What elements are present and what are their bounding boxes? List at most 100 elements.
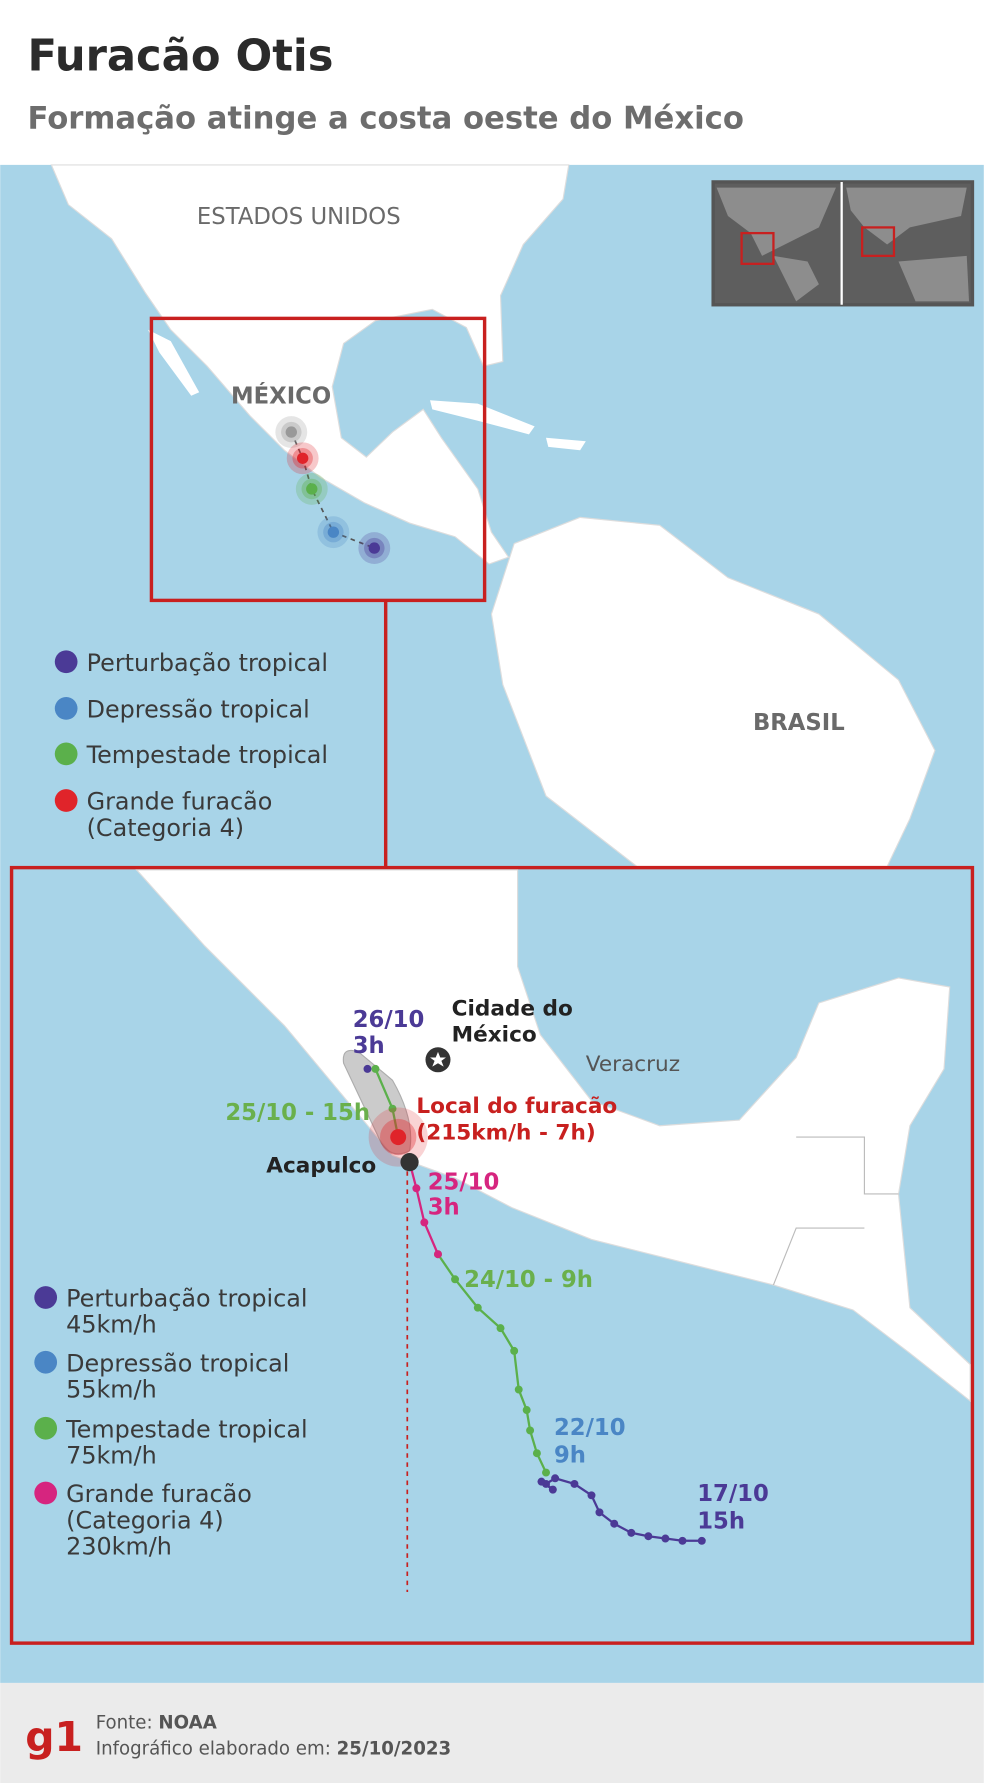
legend-dot bbox=[54, 650, 78, 674]
date: Infográfico elaborado em: 25/10/2023 bbox=[96, 1739, 451, 1760]
track-point bbox=[644, 1532, 653, 1541]
track-label: 26/10 bbox=[353, 1007, 425, 1033]
track-point bbox=[661, 1534, 670, 1543]
track-label: 24/10 - 9h bbox=[464, 1267, 593, 1293]
legend-dot bbox=[54, 789, 78, 812]
legend-dot bbox=[54, 697, 78, 720]
track-point bbox=[296, 452, 309, 464]
track-point bbox=[542, 1468, 550, 1477]
inset-land bbox=[846, 187, 967, 245]
track-point bbox=[420, 1218, 429, 1227]
legend-dot bbox=[34, 1416, 58, 1440]
track-point bbox=[434, 1250, 442, 1259]
legend-label: Tempestade tropical bbox=[86, 741, 328, 769]
track-label: 3h bbox=[353, 1033, 385, 1059]
track-point bbox=[510, 1346, 519, 1355]
track-point bbox=[522, 1406, 531, 1415]
legend-dot bbox=[34, 1286, 58, 1309]
capital-star bbox=[430, 1051, 446, 1067]
place-label: Cidade do bbox=[452, 996, 573, 1021]
texts: Furacão Otis Formação atinge a costa oes… bbox=[25, 32, 845, 1762]
inset-land bbox=[898, 255, 970, 302]
track-line bbox=[437, 1253, 548, 1474]
track-label: 25/10 - 15h bbox=[225, 1100, 370, 1126]
track-point bbox=[595, 1508, 604, 1517]
legend-label: 75km/h bbox=[66, 1441, 157, 1469]
cone bbox=[342, 1049, 412, 1155]
track-point bbox=[473, 1303, 482, 1312]
track-point bbox=[548, 1485, 557, 1494]
map-shapes bbox=[0, 164, 984, 1783]
title: Furacão Otis bbox=[27, 32, 333, 82]
track-point bbox=[514, 1385, 523, 1394]
land bbox=[546, 437, 586, 451]
inset-frame bbox=[860, 226, 896, 257]
legend-label: (Categoria 4) bbox=[87, 814, 245, 842]
land bbox=[148, 329, 200, 396]
land bbox=[135, 869, 971, 1403]
source: Fonte: NOAA bbox=[96, 1712, 217, 1733]
city-marker bbox=[400, 1153, 419, 1172]
track-point bbox=[627, 1528, 636, 1537]
land bbox=[50, 164, 570, 565]
track-point bbox=[451, 1275, 460, 1284]
hurricane-point bbox=[390, 1129, 407, 1146]
inset-land bbox=[773, 255, 819, 302]
legend-label: (Categoria 4) bbox=[66, 1506, 224, 1534]
legend-dot bbox=[34, 1350, 58, 1374]
logo: g1 bbox=[25, 1713, 83, 1761]
track-point bbox=[610, 1519, 619, 1528]
track-point bbox=[388, 1104, 397, 1113]
place-label: Veracruz bbox=[586, 1052, 680, 1077]
border bbox=[796, 1136, 899, 1195]
legend-label: 55km/h bbox=[66, 1376, 157, 1404]
track-point bbox=[526, 1426, 535, 1435]
country-label: ESTADOS UNIDOS bbox=[197, 204, 401, 230]
hurricane-label: (215km/h - 7h) bbox=[416, 1120, 595, 1145]
country-label: MÉXICO bbox=[231, 382, 331, 410]
land bbox=[430, 400, 535, 435]
legend-label: Grande furacão bbox=[87, 788, 273, 816]
land bbox=[490, 516, 936, 868]
legend-dot bbox=[54, 742, 78, 766]
track-point bbox=[537, 1477, 546, 1486]
track-label: 15h bbox=[697, 1508, 745, 1534]
track-label: 9h bbox=[554, 1442, 586, 1468]
source-value: NOAA bbox=[158, 1712, 216, 1733]
track-point bbox=[587, 1491, 596, 1500]
track-label: 25/10 bbox=[428, 1169, 500, 1195]
date-value: 25/10/2023 bbox=[337, 1739, 452, 1760]
track-label: 22/10 bbox=[554, 1415, 626, 1441]
track-point bbox=[412, 1184, 421, 1193]
legend-label: 230km/h bbox=[66, 1532, 172, 1560]
track-point bbox=[532, 1449, 541, 1458]
legend-label: Grande furacão bbox=[66, 1480, 252, 1508]
country-label: BRASIL bbox=[753, 710, 845, 736]
track-point bbox=[327, 526, 340, 538]
track-point bbox=[368, 542, 380, 554]
track-point bbox=[496, 1324, 505, 1333]
track-point bbox=[697, 1536, 706, 1545]
track-label: 17/10 bbox=[697, 1481, 769, 1507]
subtitle: Formação atinge a costa oeste do México bbox=[27, 101, 743, 136]
track-point bbox=[371, 1064, 380, 1073]
inset-land bbox=[716, 187, 836, 256]
track-label: 3h bbox=[428, 1194, 460, 1220]
border bbox=[772, 1227, 865, 1286]
track-point bbox=[285, 426, 297, 438]
track-line bbox=[408, 1161, 440, 1255]
footer-bg bbox=[0, 1682, 984, 1783]
source-label: Fonte: bbox=[96, 1712, 153, 1733]
track-point bbox=[551, 1474, 560, 1483]
legend-dot bbox=[34, 1481, 58, 1505]
legend-label: Perturbação tropical bbox=[66, 1285, 307, 1313]
date-label: Infográfico elaborado em: bbox=[96, 1739, 331, 1760]
track-point bbox=[306, 483, 318, 495]
legend-label: 45km/h bbox=[66, 1311, 157, 1339]
place-label: Acapulco bbox=[266, 1153, 376, 1178]
region-box bbox=[149, 316, 487, 603]
legend-label: Tempestade tropical bbox=[65, 1415, 307, 1443]
track-point bbox=[570, 1479, 579, 1488]
